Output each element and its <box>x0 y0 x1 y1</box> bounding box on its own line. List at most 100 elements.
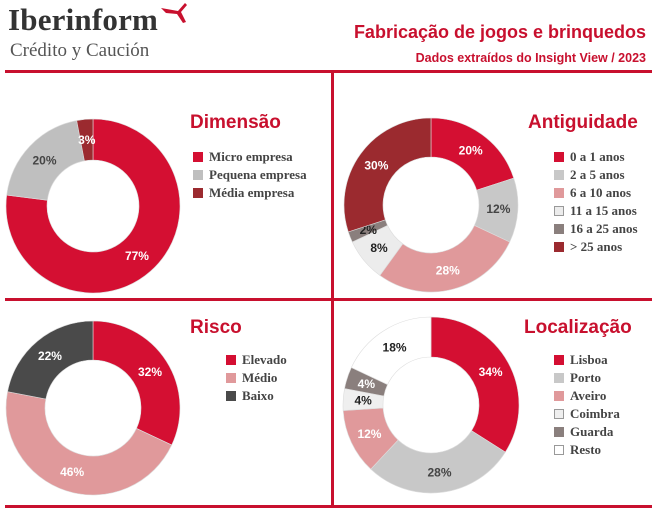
legend-label: Média empresa <box>209 185 295 200</box>
dimensao-legend-item-micro-empresa: Micro empresa <box>193 148 307 166</box>
risco-panel: 32% 46% 22% Risco Elevado Médio Baixo <box>0 301 331 505</box>
localizacao-panel: 34% 28% 12% 4% 4% 18% Localização Lisboa Porto… <box>334 301 657 505</box>
risco-data-label-medio: 46% <box>60 465 84 479</box>
legend-swatch <box>226 355 236 365</box>
localizacao-data-label-guarda: 4% <box>358 377 376 391</box>
dimensao-title: Dimensão <box>190 112 281 133</box>
legend-label: Médio <box>242 370 278 385</box>
legend-swatch <box>193 188 203 198</box>
column-divider <box>331 70 334 508</box>
page-subtitle: Dados extraídos do Insight View / 2023 <box>415 51 646 65</box>
antiguidade-slice-6-a-10-anos <box>379 225 511 293</box>
antiguidade-legend-item-11-a-15-anos: 11 a 15 anos <box>554 202 638 220</box>
legend-label: Elevado <box>242 352 287 367</box>
antiguidade-donut-chart: 20%12%28%8%2%30% <box>343 117 519 293</box>
legend-label: 6 a 10 anos <box>570 185 632 200</box>
legend-swatch <box>554 224 564 234</box>
legend-swatch <box>554 391 564 401</box>
legend-swatch <box>554 152 564 162</box>
legend-swatch <box>554 373 564 383</box>
localizacao-data-label-lisboa: 34% <box>479 365 503 379</box>
antiguidade-data-label-25-anos: 30% <box>364 158 388 172</box>
localizacao-donut-chart: 34% 28% 12% 4% 4% 18% <box>342 316 520 494</box>
legend-swatch <box>226 391 236 401</box>
legend-label: Porto <box>570 370 602 385</box>
legend-label: 11 a 15 anos <box>570 203 637 218</box>
dimensao-panel: 77% 20% 3% Dimensão Micro empresa Pequena e… <box>0 73 331 298</box>
dimensao-legend: Micro empresa Pequena empresa Média empres… <box>193 148 307 202</box>
dimensao-donut-chart: 77% 20% 3% <box>5 118 181 294</box>
localizacao-title: Localização <box>524 317 632 338</box>
dimensao-data-label-media-empresa: 3% <box>78 133 96 147</box>
legend-label: Baixo <box>242 388 274 403</box>
legend-label: > 25 anos <box>570 239 623 254</box>
dimensao-slice-micro-empresa <box>5 118 181 294</box>
legend-swatch <box>554 242 564 252</box>
legend-label: Guarda <box>570 424 614 439</box>
dimensao-data-label-micro-empresa: 77% <box>125 249 149 263</box>
legend-swatch <box>554 427 564 437</box>
dimensao-legend-item-media-empresa: Média empresa <box>193 184 307 202</box>
risco-legend: Elevado Médio Baixo <box>226 351 287 405</box>
legend-label: 2 a 5 anos <box>570 167 625 182</box>
brand-tagline: Crédito y Caución <box>10 40 150 61</box>
legend-swatch <box>193 170 203 180</box>
antiguidade-data-label-11-a-15-anos: 8% <box>370 241 388 255</box>
legend-swatch <box>226 373 236 383</box>
plane-logo-icon <box>161 3 187 23</box>
localizacao-slice-lisboa <box>430 316 520 453</box>
antiguidade-legend-item-6-a-10-anos: 6 a 10 anos <box>554 184 638 202</box>
localizacao-slice-resto <box>350 316 432 385</box>
antiguidade-legend: 0 a 1 anos 2 a 5 anos 6 a 10 anos 11 a 15 a… <box>554 148 638 256</box>
localizacao-legend-item-resto: Resto <box>554 441 620 459</box>
localizacao-legend-item-guarda: Guarda <box>554 423 620 441</box>
bottom-divider <box>5 505 652 508</box>
antiguidade-legend-item-16-a-25-anos: 16 a 25 anos <box>554 220 638 238</box>
legend-swatch <box>554 170 564 180</box>
dimensao-legend-item-pequena-empresa: Pequena empresa <box>193 166 307 184</box>
legend-swatch <box>193 152 203 162</box>
legend-label: 16 a 25 anos <box>570 221 638 236</box>
localizacao-legend-item-porto: Porto <box>554 369 620 387</box>
antiguidade-slice-25-anos <box>343 117 432 233</box>
antiguidade-data-label-2-a-5-anos: 12% <box>486 202 510 216</box>
risco-legend-item-medio: Médio <box>226 369 287 387</box>
risco-donut-chart: 32% 46% 22% <box>5 320 181 496</box>
legend-swatch <box>554 355 564 365</box>
localizacao-data-label-resto: 18% <box>383 341 407 355</box>
legend-swatch <box>554 409 564 419</box>
antiguidade-panel: 20% 12% 28% 8% 2% 30% Antiguidade 0 a 1 anos 2… <box>334 73 657 298</box>
legend-swatch <box>554 445 564 455</box>
localizacao-legend-item-coimbra: Coimbra <box>554 405 620 423</box>
brand-name: Iberinform <box>8 2 159 37</box>
risco-slice-elevado <box>92 320 181 446</box>
localizacao-legend-item-aveiro: Aveiro <box>554 387 620 405</box>
header-divider <box>5 70 652 73</box>
legend-label: Coimbra <box>570 406 620 421</box>
antiguidade-title: Antiguidade <box>528 112 638 133</box>
risco-legend-item-elevado: Elevado <box>226 351 287 369</box>
middle-divider <box>5 298 652 301</box>
risco-title: Risco <box>190 317 242 338</box>
legend-swatch <box>554 206 564 216</box>
legend-swatch <box>554 188 564 198</box>
risco-slice-baixo <box>7 320 94 400</box>
risco-slice-medio <box>5 391 173 496</box>
legend-label: Aveiro <box>570 388 607 403</box>
legend-label: 0 a 1 anos <box>570 149 625 164</box>
localizacao-data-label-porto: 28% <box>428 465 452 479</box>
legend-label: Pequena empresa <box>209 167 307 182</box>
antiguidade-legend-item-2-a-5-anos: 2 a 5 anos <box>554 166 638 184</box>
antiguidade-data-label-6-a-10-anos: 28% <box>436 263 460 277</box>
risco-legend-item-baixo: Baixo <box>226 387 287 405</box>
localizacao-data-label-coimbra: 4% <box>354 394 372 408</box>
page-title: Fabricação de jogos e brinquedos <box>353 22 646 42</box>
localizacao-legend: Lisboa Porto Aveiro Coimbra Guarda Resto <box>554 351 620 459</box>
dimensao-data-label-pequena-empresa: 20% <box>33 153 57 167</box>
risco-data-label-elevado: 32% <box>138 365 162 379</box>
localizacao-data-label-aveiro: 12% <box>357 427 381 441</box>
risco-data-label-baixo: 22% <box>38 349 62 363</box>
antiguidade-legend-item-0-a-1-anos: 0 a 1 anos <box>554 148 638 166</box>
legend-label: Lisboa <box>570 352 608 367</box>
dimensao-slice-media-empresa <box>76 118 94 162</box>
